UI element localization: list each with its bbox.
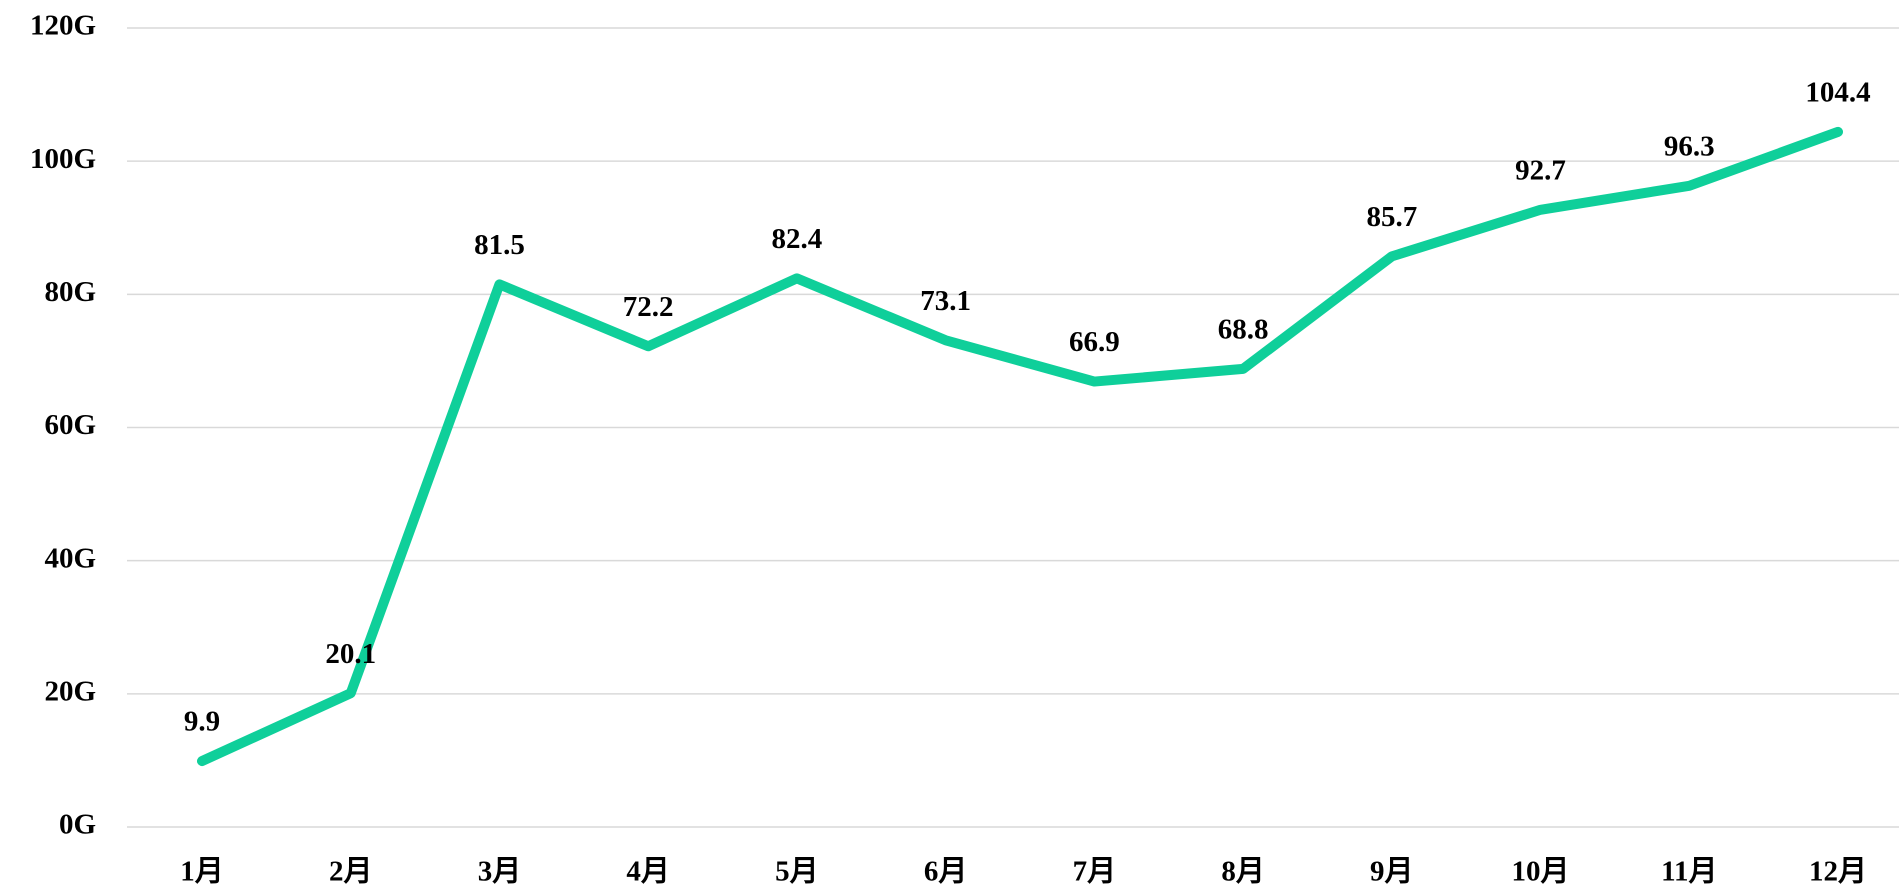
y-tick-label: 60G [44, 409, 96, 441]
y-tick-label: 80G [44, 276, 96, 308]
data-label: 68.8 [1218, 314, 1269, 346]
x-tick-label: 6月 [924, 856, 968, 888]
x-tick-label: 4月 [626, 856, 670, 888]
x-tick-label: 5月 [775, 856, 819, 888]
x-tick-label: 7月 [1073, 856, 1117, 888]
data-label: 20.1 [325, 638, 376, 670]
x-tick-label: 8月 [1221, 856, 1265, 888]
x-tick-label: 12月 [1809, 856, 1867, 888]
data-label: 92.7 [1515, 154, 1566, 186]
x-tick-label: 2月 [329, 856, 373, 888]
data-label: 66.9 [1069, 326, 1120, 358]
data-line [197, 126, 1843, 767]
y-tick-label: 100G [30, 143, 96, 175]
x-tick-label: 11月 [1661, 856, 1717, 888]
data-label: 82.4 [772, 223, 823, 255]
data-label: 104.4 [1805, 77, 1870, 109]
y-tick-label: 120G [30, 10, 96, 42]
data-label: 9.9 [184, 706, 220, 738]
x-tick-label: 9月 [1370, 856, 1414, 888]
data-label: 73.1 [920, 285, 971, 317]
data-label: 96.3 [1664, 130, 1715, 162]
data-label: 81.5 [474, 229, 525, 261]
y-tick-label: 40G [44, 542, 96, 574]
data-label: 72.2 [623, 291, 674, 323]
x-tick-label: 3月 [478, 856, 522, 888]
x-tick-label: 10月 [1512, 856, 1570, 888]
x-tick-label: 1月 [180, 856, 224, 888]
y-tick-label: 20G [44, 675, 96, 707]
data-label: 85.7 [1366, 201, 1417, 233]
y-tick-label: 0G [59, 809, 96, 841]
